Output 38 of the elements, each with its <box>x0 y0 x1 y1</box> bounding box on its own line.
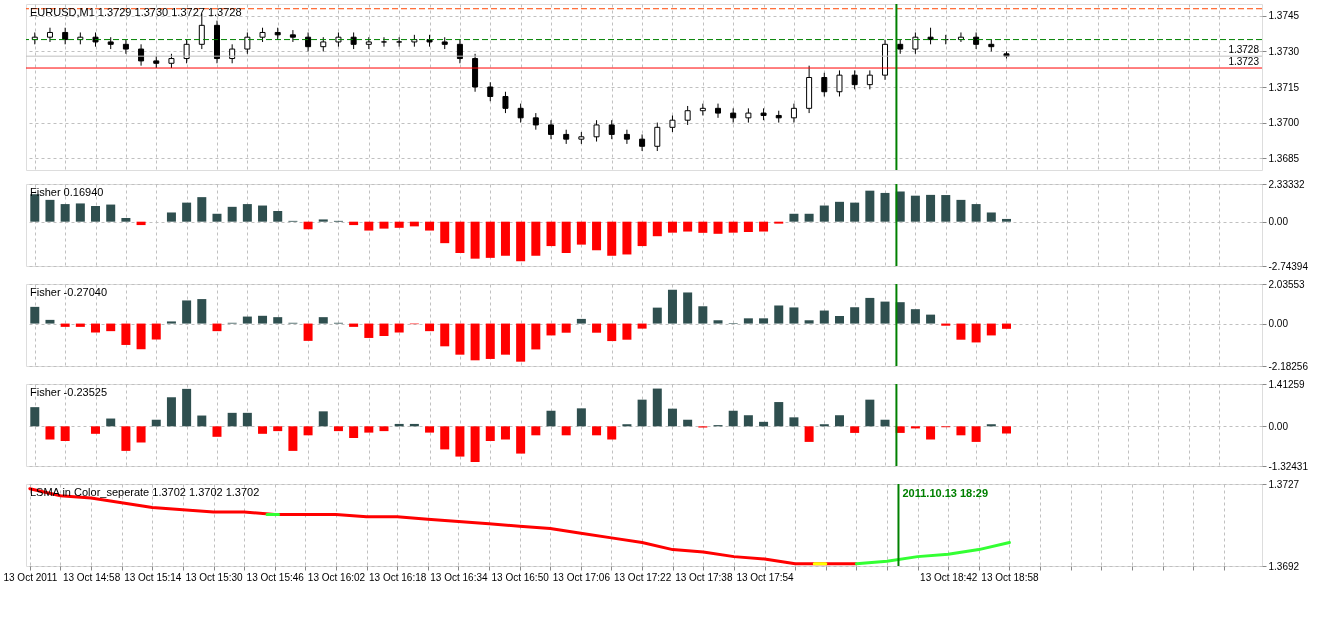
x-tick-label: 13 Oct 18:42 <box>920 571 978 583</box>
y-tick-label: 1.3692 <box>1268 560 1300 572</box>
y-tick-label: 1.41259 <box>1268 378 1306 390</box>
y-tick-label: 1.3730 <box>1268 45 1300 57</box>
chart-title: EURUSD,M1 1.3729 1.3730 1.3727 1.3728 <box>30 6 242 18</box>
x-tick-label: 13 Oct 2011 <box>3 571 58 583</box>
x-tick-label: 13 Oct 16:34 <box>430 571 488 583</box>
x-tick-label: 13 Oct 17:54 <box>736 571 795 583</box>
y-tick-label: 0.00 <box>1268 420 1289 432</box>
x-tick-label: 13 Oct 16:02 <box>307 571 366 583</box>
chart-title: Fisher -0.27040 <box>30 286 108 298</box>
y-tick-label: 2.03553 <box>1268 278 1306 290</box>
y-tick-label: 1.3745 <box>1268 10 1300 22</box>
y-tick-label: -2.74394 <box>1268 260 1309 272</box>
x-tick-label: 13 Oct 14:58 <box>62 571 121 583</box>
x-tick-label: 13 Oct 17:38 <box>675 571 733 583</box>
y-tick-label: 1.3685 <box>1268 152 1300 164</box>
x-tick-label: 13 Oct 17:22 <box>613 571 672 583</box>
x-tick-label: 13 Oct 15:46 <box>246 571 305 583</box>
ref-line-label: 1.3728 <box>1228 44 1260 56</box>
y-tick-label: 2.33332 <box>1268 178 1306 190</box>
x-tick-label: 13 Oct 15:14 <box>124 571 182 583</box>
y-tick-label: 0.00 <box>1268 216 1289 228</box>
y-tick-label: -2.18256 <box>1268 360 1309 372</box>
x-tick-label: 13 Oct 16:50 <box>491 571 550 583</box>
ref-line-label: 1.3723 <box>1228 56 1260 68</box>
chart-title: Fisher -0.23525 <box>30 386 108 398</box>
x-tick-label: 13 Oct 16:18 <box>369 571 427 583</box>
y-tick-label: -1.32431 <box>1268 460 1309 472</box>
y-tick-label: 1.3727 <box>1268 478 1300 490</box>
y-tick-label: 1.3715 <box>1268 81 1300 93</box>
y-tick-label: 0.00 <box>1268 318 1289 330</box>
y-tick-label: 1.3700 <box>1268 117 1300 129</box>
x-tick-label: 13 Oct 17:06 <box>552 571 611 583</box>
ref-line-label: 2011.10.13 18:29 <box>902 487 989 499</box>
x-tick-label: 13 Oct 15:30 <box>185 571 244 583</box>
x-tick-label: 13 Oct 18:58 <box>981 571 1040 583</box>
chart-title: Fisher 0.16940 <box>30 186 104 198</box>
